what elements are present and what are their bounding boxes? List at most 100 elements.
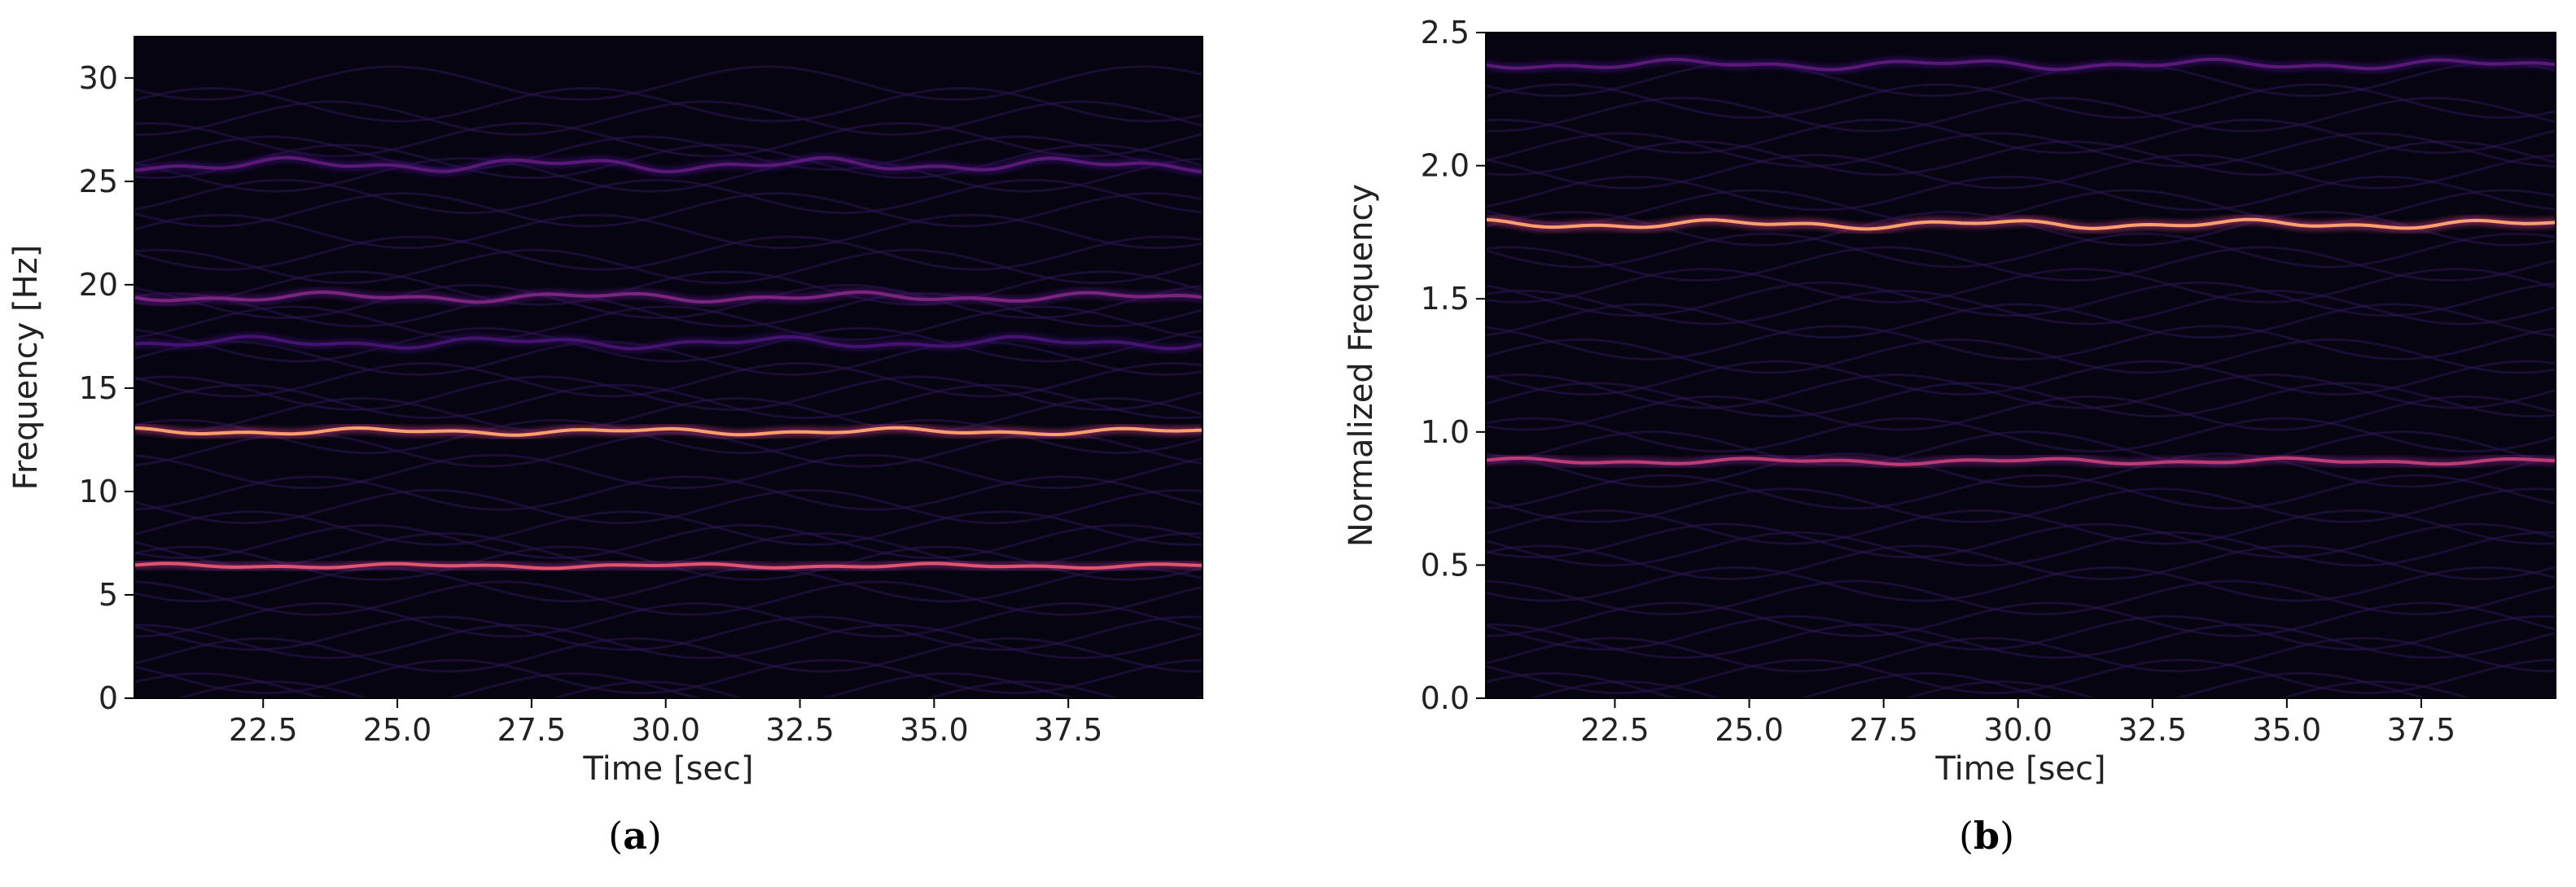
background-trace [1486, 154, 2556, 190]
background-trace [1486, 61, 2556, 98]
background-trace [134, 672, 1203, 698]
ridge-line [134, 426, 1203, 437]
background-trace [134, 566, 1203, 603]
background-trace [1486, 601, 2556, 638]
ridge-line [134, 334, 1203, 351]
background-trace [134, 453, 1203, 490]
y-tick-label: 0 [99, 680, 118, 716]
background-trace [1486, 566, 2556, 602]
background-trace [1486, 636, 2556, 673]
background-trace [134, 475, 1203, 511]
x-tick-label: 22.5 [229, 712, 298, 748]
background-trace [134, 523, 1203, 560]
background-trace [134, 580, 1203, 617]
background-trace [174, 680, 1121, 698]
background-trace [1486, 96, 2556, 133]
background-trace [1486, 175, 2556, 212]
x-tick-label: 27.5 [1849, 712, 1918, 748]
background-trace [134, 283, 1203, 320]
background-trace [1486, 325, 2556, 361]
ridge-line [134, 155, 1203, 174]
background-trace [134, 510, 1203, 546]
background-trace [134, 191, 1203, 228]
background-trace [1486, 395, 2556, 431]
x-tick-label: 22.5 [1580, 712, 1649, 748]
background-trace [1486, 338, 2556, 374]
background-trace [1486, 132, 2556, 168]
y-tick-label: 15 [79, 370, 118, 406]
y-tick-label: 5 [99, 577, 118, 613]
background-trace [134, 615, 1203, 652]
background-trace [134, 248, 1203, 285]
ridge-line [1486, 217, 2556, 231]
background-trace [134, 270, 1203, 306]
ridge-line [1486, 456, 2556, 466]
y-tick-label: 1.5 [1421, 281, 1470, 317]
background-trace [1486, 417, 2556, 453]
background-trace [134, 396, 1203, 433]
background-trace [134, 65, 1203, 101]
background-trace [1486, 509, 2556, 545]
background-trace [1486, 189, 2556, 225]
x-tick-label: 35.0 [2253, 712, 2322, 748]
background-trace [1486, 430, 2556, 466]
background-trace [134, 488, 1203, 525]
background-trace [134, 178, 1203, 215]
y-tick-label: 25 [79, 164, 118, 199]
background-trace [1486, 487, 2556, 523]
x-tick-label: 32.5 [765, 712, 835, 748]
background-trace [134, 213, 1203, 250]
background-trace [134, 143, 1203, 180]
x-tick-label: 37.5 [2387, 712, 2456, 748]
background-trace [134, 383, 1203, 420]
panel-b: 22.5 25.0 27.5 30.0 32.5 35.0 37.5 0.0 0.5 1.0 1.5… [1343, 15, 2556, 788]
panel-label-a: (a) [608, 814, 662, 858]
background-trace [134, 135, 1203, 172]
background-trace [1486, 671, 2556, 698]
x-tick-label: 25.0 [363, 712, 432, 748]
y-tick-label: 1.0 [1421, 414, 1470, 450]
background-trace [134, 235, 1203, 271]
background-trace [1486, 118, 2556, 155]
y-tick-label: 20 [79, 267, 118, 303]
background-trace [1486, 522, 2556, 559]
background-trace [134, 602, 1203, 638]
background-trace [134, 305, 1203, 341]
x-axis-label: Time [sec] [582, 750, 753, 788]
background-trace [134, 100, 1203, 136]
x-tick-label: 32.5 [2118, 712, 2187, 748]
heatmap-background [134, 37, 1203, 698]
x-tick-label: 27.5 [497, 712, 567, 748]
background-trace [134, 326, 1203, 363]
background-trace [1486, 382, 2556, 418]
ridge-line [1486, 57, 2556, 72]
background-trace [1486, 373, 2556, 409]
background-trace [134, 636, 1203, 673]
background-trace [134, 340, 1203, 377]
background-trace [134, 157, 1203, 193]
y-tick-label: 0.0 [1421, 680, 1470, 716]
x-tick-label: 30.0 [1983, 712, 2052, 748]
y-tick-label: 10 [79, 474, 118, 509]
background-trace [1486, 83, 2556, 120]
background-trace [1486, 268, 2556, 304]
y-tick-label: 2.0 [1421, 148, 1470, 184]
panel-a: 22.5 25.0 27.5 30.0 32.5 35.0 37.5 0 5 10 15 20 25 30… [7, 36, 1203, 788]
ridge-line [134, 561, 1203, 570]
background-trace [1486, 232, 2556, 269]
x-tick-label: 37.5 [1034, 712, 1103, 748]
background-trace [134, 375, 1203, 411]
y-tick-label: 0.5 [1421, 547, 1470, 583]
background-trace [1486, 623, 2556, 659]
background-trace [1486, 531, 2556, 567]
background-trace [134, 623, 1203, 660]
panel-label-b: (b) [1958, 814, 2015, 858]
background-trace [1486, 360, 2556, 396]
plot-frame [134, 36, 1203, 699]
y-tick-label: 30 [79, 60, 118, 96]
heatmap-background [1486, 33, 2556, 698]
y-tick-label: 2.5 [1421, 15, 1470, 50]
plot-frame [1485, 32, 2556, 699]
